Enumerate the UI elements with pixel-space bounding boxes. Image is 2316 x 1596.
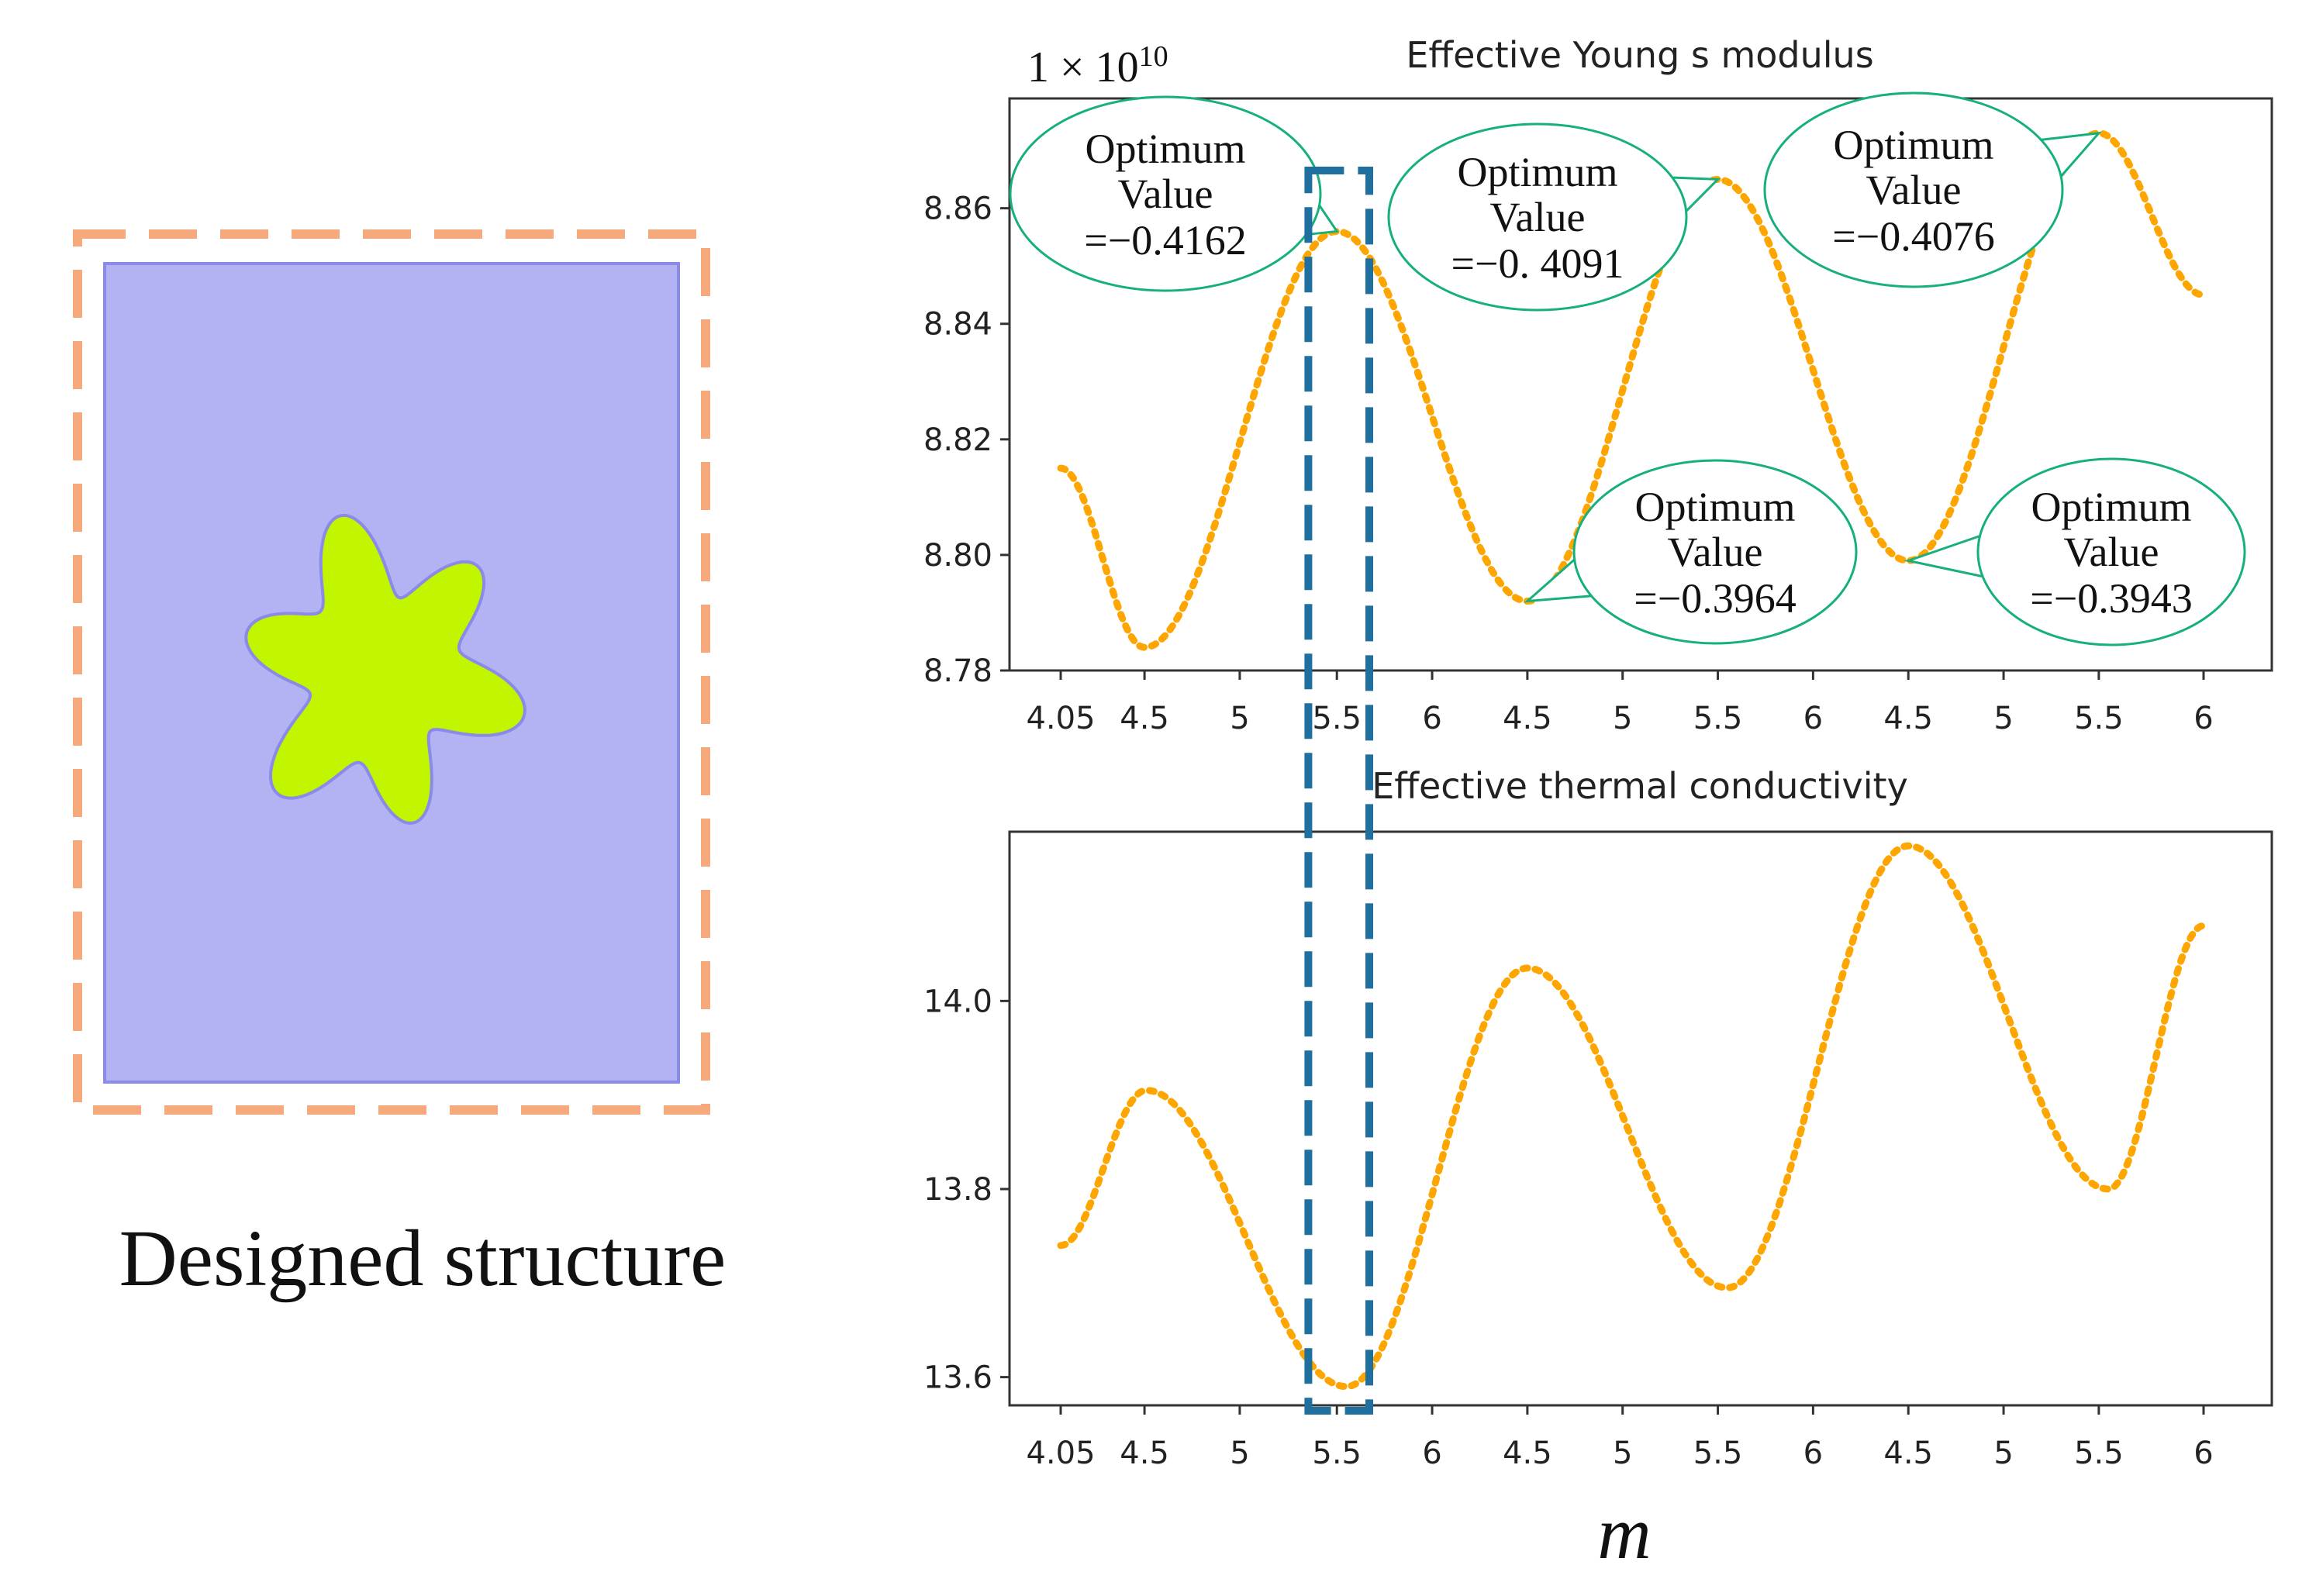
thermal-x-axis: 4.05 4.5 5 5.5 6 4.5 5 5.5 6 4.5 5 5.5 6: [1026, 1405, 2214, 1471]
callout-label: Optimum: [1634, 484, 1795, 530]
youngs-y-axis: 8.78 8.80 8.82 8.84 8.86: [923, 191, 1010, 689]
x-tick-label: 6: [1803, 1436, 1823, 1471]
x-tick-label: 4.5: [1883, 1436, 1933, 1471]
callout-label: Optimum: [1457, 149, 1617, 195]
x-tick-label: 4.5: [1503, 1436, 1552, 1471]
flower-inclusion: [244, 513, 526, 826]
x-tick-label: 5: [1230, 701, 1249, 736]
x-tick-label: 4.5: [1120, 701, 1169, 736]
y-tick-label: 8.78: [923, 653, 992, 689]
scale-label: 1 × 1010: [1027, 40, 1168, 91]
callout-label: Optimum: [2031, 484, 2191, 530]
callout-value: =−0.3943: [2030, 575, 2192, 622]
x-tick-label: 5: [1613, 701, 1632, 736]
callout-label: Value: [1118, 171, 1213, 217]
y-tick-label: 13.8: [923, 1172, 992, 1208]
callout-label: Value: [1866, 167, 1962, 213]
callout-label: Value: [2064, 529, 2159, 575]
callout-bubble: [1763, 91, 2064, 288]
designed-structure: [73, 229, 710, 1115]
series-line: [1057, 842, 2207, 1391]
x-axis-label: m: [1597, 1491, 1651, 1574]
callout-label: Value: [1490, 194, 1586, 240]
x-tick-label: 5.5: [1312, 701, 1362, 736]
x-tick-label: 5: [1230, 1436, 1249, 1471]
x-tick-label: 5: [1613, 1436, 1632, 1471]
x-tick-label: 5.5: [1312, 1436, 1362, 1471]
x-tick-label: 5.5: [1693, 701, 1743, 736]
callout-value: =−0. 4091: [1451, 240, 1624, 287]
x-tick-label: 4.5: [1120, 1436, 1169, 1471]
structure-caption: Designed structure: [119, 1214, 727, 1303]
youngs-modulus-chart: Effective Young s modulus 8.788.808.828.…: [923, 34, 2273, 736]
youngs-chart-title: Effective Young s modulus: [1406, 34, 1873, 76]
callout-value: =−0.4076: [1832, 213, 1994, 260]
x-tick-label: 5: [1993, 1436, 2013, 1471]
y-tick-label: 8.80: [923, 538, 992, 574]
y-tick-label: 13.6: [923, 1360, 992, 1396]
callout-bubble: [1387, 122, 1688, 312]
x-tick-label: 5.5: [2074, 1436, 2124, 1471]
x-tick-label: 6: [1422, 1436, 1441, 1471]
x-tick-label: 4.05: [1026, 1436, 1095, 1471]
thermal-y-axis: 13.6 13.8 14.0: [923, 984, 1010, 1396]
callout-bubble: [1976, 457, 2246, 646]
callout-label: Optimum: [1085, 126, 1245, 172]
x-tick-label: 6: [2193, 701, 2213, 736]
callout-value: =−0.4162: [1084, 217, 1246, 264]
x-tick-label: 4.5: [1503, 701, 1552, 736]
y-tick-label: 14.0: [923, 984, 992, 1019]
callout-label: Value: [1668, 529, 1763, 575]
x-tick-label: 4.05: [1026, 701, 1095, 736]
thermal-chart-title: Effective thermal conductivity: [1372, 765, 1908, 807]
optimum-highlight-box: [1304, 167, 1374, 1415]
x-tick-label: 6: [2193, 1436, 2213, 1471]
thermal-series: [1057, 842, 2207, 1391]
x-tick-label: 6: [1803, 701, 1823, 736]
thermal-plot-area: [1008, 830, 2273, 1407]
callout-value: =−0.3964: [1634, 575, 1796, 622]
y-tick-label: 8.86: [923, 191, 992, 227]
x-tick-label: 6: [1422, 701, 1441, 736]
y-tick-label: 8.84: [923, 307, 992, 343]
x-tick-label: 4.5: [1883, 701, 1933, 736]
x-tick-label: 5.5: [1693, 1436, 1743, 1471]
callout-bubble: [1009, 95, 1322, 292]
y-tick-label: 8.82: [923, 422, 992, 458]
x-tick-label: 5.5: [2074, 701, 2124, 736]
callout-label: Optimum: [1833, 122, 1993, 168]
callout-bubble: [1572, 459, 1858, 645]
structure-dashed-frame: [73, 229, 710, 1115]
x-tick-label: 5: [1993, 701, 2013, 736]
youngs-x-axis: 4.05 4.5 5 5.5 6 4.5 5 5.5 6 4.5 5 5.5 6: [1026, 670, 2214, 736]
thermal-conductivity-chart: Effective thermal conductivity 13.613.81…: [923, 765, 2273, 1471]
